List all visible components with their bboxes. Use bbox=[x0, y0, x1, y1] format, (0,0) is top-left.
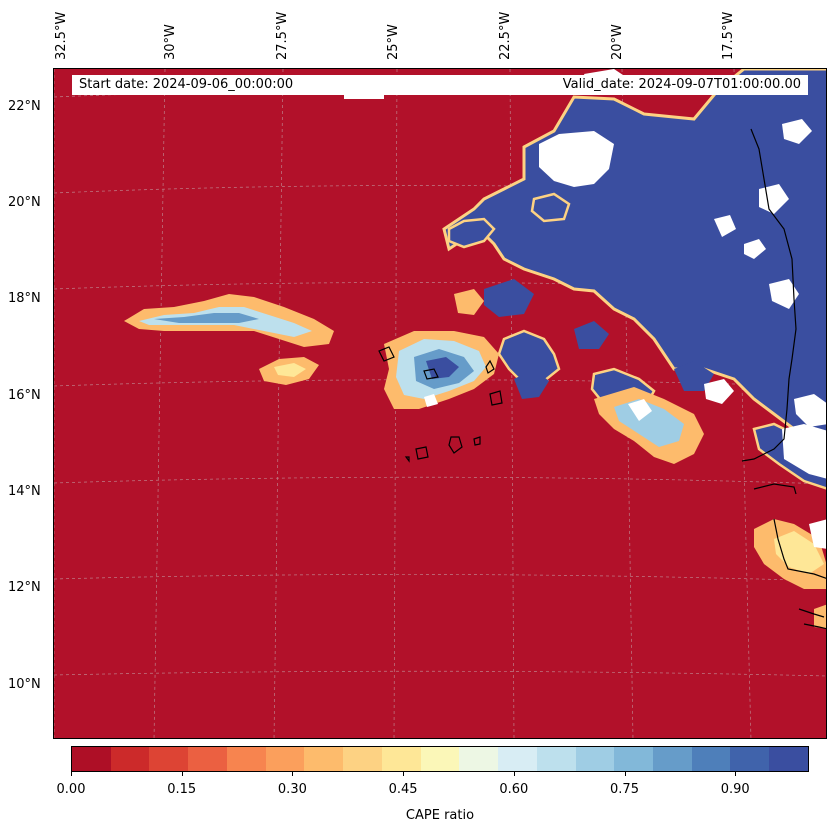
colorbar-segment bbox=[459, 747, 499, 771]
lon-label: 25°W bbox=[386, 24, 401, 60]
cape-ratio-map bbox=[53, 68, 827, 739]
lon-label: 22.5°W bbox=[498, 11, 513, 60]
lat-label: 18°N bbox=[8, 291, 41, 306]
lat-label: 22°N bbox=[8, 99, 41, 114]
colorbar-tick-label: 0.00 bbox=[56, 782, 86, 797]
lon-label: 17.5°W bbox=[721, 11, 736, 60]
colorbar-segment bbox=[575, 747, 615, 771]
colorbar-tick bbox=[71, 772, 72, 776]
colorbar-tick-label: 0.60 bbox=[499, 782, 529, 797]
colorbar-segment bbox=[343, 747, 382, 771]
colorbar-tick-label: 0.15 bbox=[167, 782, 197, 797]
colorbar-tick bbox=[403, 772, 405, 776]
valid-date-label: Valid_date: 2024-09-07T01:00:00.00 bbox=[562, 77, 801, 92]
colorbar-segment bbox=[614, 747, 654, 771]
colorbar-segment bbox=[536, 747, 576, 771]
colorbar-tick bbox=[735, 772, 737, 776]
colorbar-tick-label: 0.75 bbox=[610, 782, 639, 797]
colorbar-segment bbox=[691, 747, 731, 771]
colorbar-tick bbox=[513, 772, 515, 776]
start-date-label: Start date: 2024-09-06_00:00:00 bbox=[79, 77, 294, 92]
colorbar-segment bbox=[304, 747, 344, 771]
lat-label: 20°N bbox=[8, 195, 41, 210]
colorbar-tick bbox=[624, 772, 626, 776]
colorbar-segment bbox=[265, 747, 305, 771]
colorbar-tick bbox=[292, 772, 294, 776]
colorbar-segment bbox=[188, 747, 227, 771]
lat-label: 16°N bbox=[8, 388, 41, 403]
colorbar-segment bbox=[769, 747, 808, 771]
colorbar-segment bbox=[730, 747, 770, 771]
scattered-cells bbox=[454, 279, 826, 629]
colorbar-segment bbox=[72, 747, 111, 771]
lon-label: 27.5°W bbox=[275, 11, 290, 60]
colorbar-tick-label: 0.45 bbox=[388, 782, 418, 797]
colorbar-segment bbox=[226, 747, 266, 771]
colorbar-tick-label: 0.90 bbox=[720, 782, 750, 797]
colorbar-segment bbox=[498, 747, 537, 771]
colorbar-tick-label: 0.30 bbox=[277, 782, 307, 797]
lat-label: 14°N bbox=[8, 484, 41, 499]
lon-label: 32.5°W bbox=[54, 11, 69, 60]
lon-label: 20°W bbox=[610, 24, 625, 60]
coastlines bbox=[378, 128, 826, 630]
lat-label: 12°N bbox=[8, 580, 41, 595]
colorbar-segment bbox=[149, 747, 189, 771]
colorbar-segment bbox=[420, 747, 460, 771]
lat-label: 10°N bbox=[8, 677, 41, 692]
colorbar-tick bbox=[181, 772, 183, 776]
colorbar-title: CAPE ratio bbox=[405, 808, 475, 823]
western-band bbox=[124, 294, 334, 385]
colorbar bbox=[71, 746, 809, 772]
colorbar-segment bbox=[381, 747, 421, 771]
colorbar-segment bbox=[653, 747, 692, 771]
colorbar-segment bbox=[110, 747, 150, 771]
date-banner: Start date: 2024-09-06_00:00:00 Valid_da… bbox=[72, 75, 808, 95]
map-canvas bbox=[54, 69, 826, 738]
lon-label: 30°W bbox=[163, 24, 178, 60]
central-cluster bbox=[384, 331, 499, 409]
